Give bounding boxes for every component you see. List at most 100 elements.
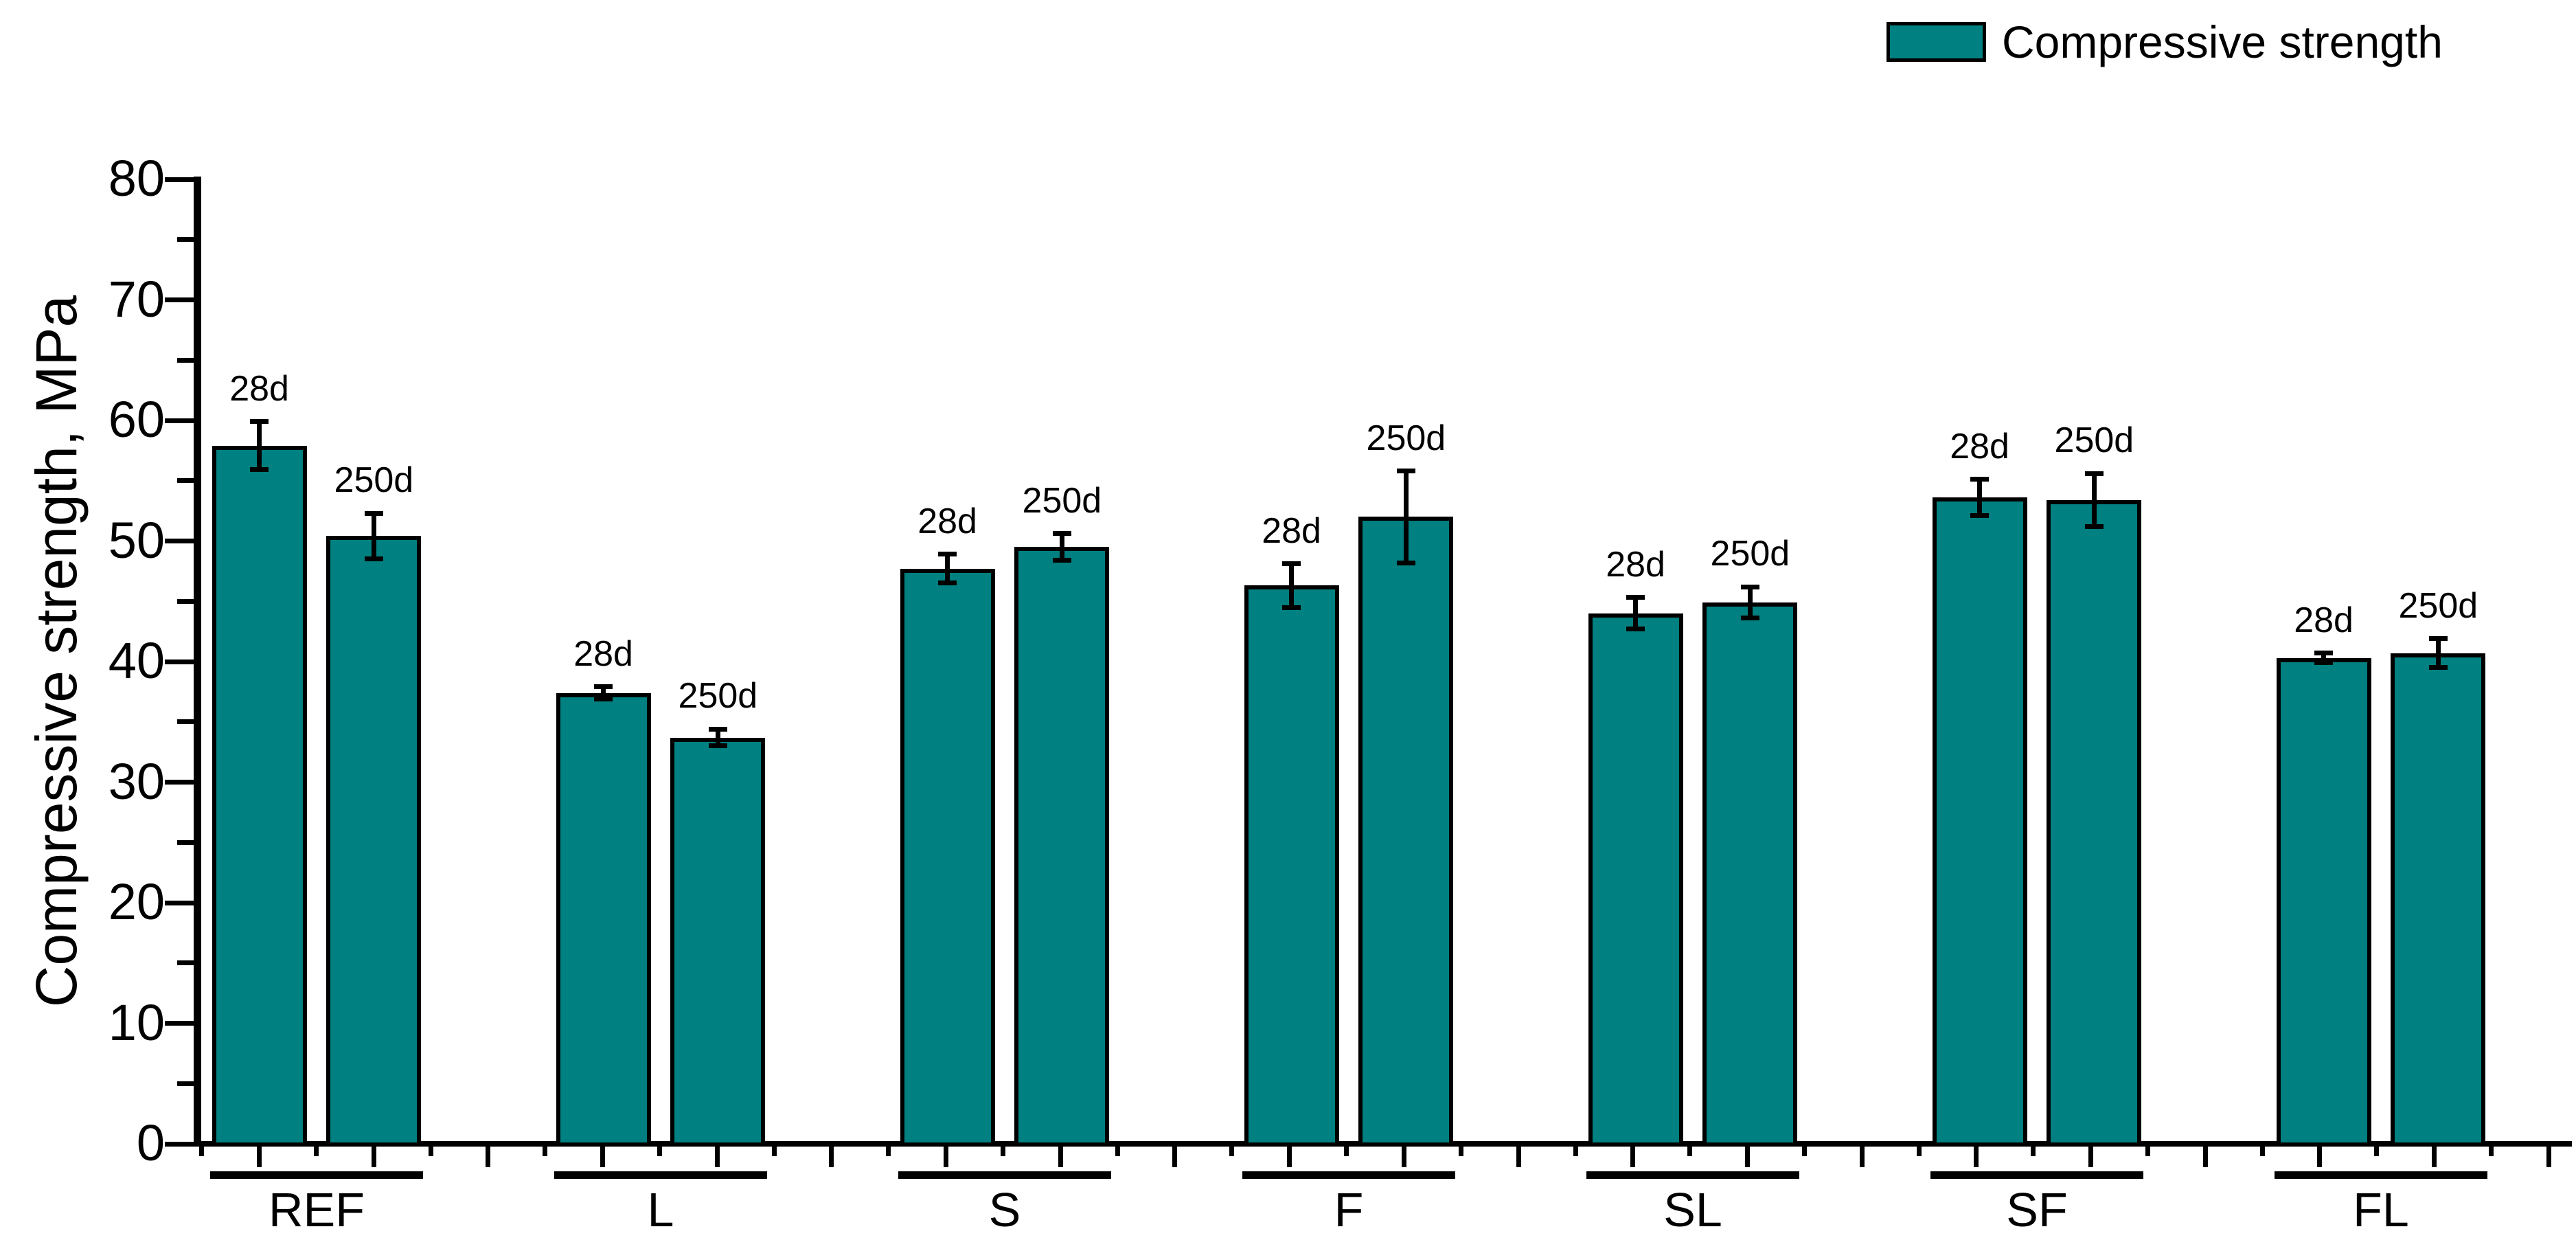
y-tick bbox=[177, 478, 194, 484]
bar bbox=[2391, 653, 2486, 1147]
bar bbox=[212, 445, 307, 1147]
error-bar-cap-top bbox=[1052, 531, 1071, 537]
x-tick-long bbox=[944, 1147, 949, 1167]
error-bar-cap-top bbox=[1282, 561, 1301, 567]
bar-series-label: 250d bbox=[678, 676, 758, 717]
group-underline bbox=[1586, 1171, 1799, 1179]
bar-series-label: 250d bbox=[1366, 418, 1446, 458]
y-tick-label: 40 bbox=[108, 632, 165, 689]
x-tick-short bbox=[199, 1147, 205, 1156]
y-tick bbox=[177, 237, 194, 243]
error-bar-cap-top bbox=[2428, 636, 2448, 642]
x-tick-long bbox=[371, 1147, 376, 1167]
error-bar-line bbox=[1977, 479, 1983, 516]
x-group-label: SL bbox=[1663, 1183, 1722, 1237]
error-bar-line bbox=[2321, 653, 2327, 663]
y-tick bbox=[165, 900, 194, 905]
error-bar-line bbox=[945, 554, 950, 583]
y-tick-label: 70 bbox=[108, 270, 165, 328]
x-tick-long bbox=[256, 1147, 262, 1167]
x-group-label: F bbox=[1334, 1183, 1364, 1237]
error-bar-cap-top bbox=[1740, 584, 1759, 589]
error-bar-cap-bottom bbox=[1970, 513, 1990, 519]
x-tick-short bbox=[2031, 1147, 2036, 1156]
bar bbox=[1588, 613, 1683, 1147]
x-tick-short bbox=[2145, 1147, 2151, 1156]
x-tick-short bbox=[1458, 1147, 1463, 1156]
y-tick-label: 10 bbox=[108, 993, 165, 1051]
x-tick-long bbox=[1630, 1147, 1636, 1167]
error-bar-cap-bottom bbox=[594, 696, 613, 701]
legend-swatch bbox=[1887, 22, 1986, 62]
y-tick-label: 20 bbox=[108, 873, 165, 930]
legend-label: Compressive strength bbox=[2002, 16, 2443, 67]
bar bbox=[2276, 657, 2371, 1147]
error-bar-line bbox=[371, 513, 376, 559]
bar-series-label: 250d bbox=[2398, 585, 2478, 626]
error-bar-line bbox=[715, 729, 720, 746]
error-bar-line bbox=[1747, 587, 1753, 618]
bar bbox=[900, 568, 995, 1147]
error-bar-cap-bottom bbox=[708, 743, 727, 749]
x-tick-long bbox=[486, 1147, 491, 1167]
error-bar-line bbox=[1633, 597, 1639, 629]
group-underline bbox=[2275, 1171, 2487, 1179]
bar bbox=[1244, 585, 1339, 1147]
x-tick-long bbox=[1401, 1147, 1406, 1167]
bar bbox=[1014, 547, 1110, 1147]
x-tick-long bbox=[714, 1147, 720, 1167]
y-tick-label: 50 bbox=[108, 511, 165, 569]
y-tick bbox=[165, 780, 194, 785]
x-tick-long bbox=[2202, 1147, 2208, 1167]
x-tick-short bbox=[771, 1147, 777, 1156]
bar-series-label: 28d bbox=[1950, 426, 2009, 466]
x-tick-short bbox=[2259, 1147, 2265, 1156]
bar bbox=[670, 737, 766, 1147]
x-group-label: FL bbox=[2353, 1183, 2409, 1237]
x-tick-short bbox=[886, 1147, 891, 1156]
error-bar-cap-bottom bbox=[1626, 627, 1645, 632]
x-tick-short bbox=[1916, 1147, 1922, 1156]
x-group-label: SF bbox=[2006, 1183, 2068, 1237]
error-bar-line bbox=[1059, 533, 1064, 561]
y-tick bbox=[165, 659, 194, 664]
x-group-label: L bbox=[647, 1183, 674, 1237]
error-bar-cap-bottom bbox=[1282, 605, 1301, 610]
x-tick-short bbox=[2489, 1147, 2494, 1156]
group-underline bbox=[554, 1171, 767, 1179]
y-tick bbox=[165, 539, 194, 543]
error-bar-cap-bottom bbox=[2314, 660, 2334, 666]
error-bar-cap-top bbox=[708, 726, 727, 732]
x-tick-short bbox=[1229, 1147, 1235, 1156]
x-tick-short bbox=[1001, 1147, 1006, 1156]
x-tick-long bbox=[1859, 1147, 1865, 1167]
x-tick-short bbox=[1801, 1147, 1807, 1156]
error-bar-cap-top bbox=[1396, 469, 1415, 474]
x-tick-short bbox=[657, 1147, 662, 1156]
error-bar-cap-top bbox=[594, 684, 613, 690]
x-tick-long bbox=[1516, 1147, 1521, 1167]
x-tick-long bbox=[600, 1147, 605, 1167]
x-tick-long bbox=[2546, 1147, 2551, 1167]
x-tick-long bbox=[1974, 1147, 1979, 1167]
y-tick bbox=[177, 839, 194, 845]
y-tick bbox=[177, 1081, 194, 1086]
error-bar-cap-top bbox=[2084, 471, 2104, 476]
error-bar-cap-bottom bbox=[2084, 523, 2104, 529]
bar bbox=[1702, 602, 1798, 1147]
x-tick-long bbox=[1058, 1147, 1063, 1167]
x-tick-long bbox=[2088, 1147, 2094, 1167]
bar bbox=[1358, 517, 1454, 1147]
error-bar-cap-bottom bbox=[1052, 558, 1071, 563]
x-tick-short bbox=[1344, 1147, 1349, 1156]
bar-series-label: 28d bbox=[229, 368, 289, 409]
y-tick bbox=[177, 598, 194, 604]
y-tick bbox=[177, 357, 194, 363]
bar bbox=[326, 536, 422, 1147]
x-tick-long bbox=[2317, 1147, 2323, 1167]
y-tick bbox=[177, 960, 194, 966]
bar-series-label: 28d bbox=[2294, 600, 2353, 640]
bar-series-label: 28d bbox=[1262, 510, 1321, 551]
x-tick-short bbox=[313, 1147, 319, 1156]
x-tick-short bbox=[428, 1147, 433, 1156]
